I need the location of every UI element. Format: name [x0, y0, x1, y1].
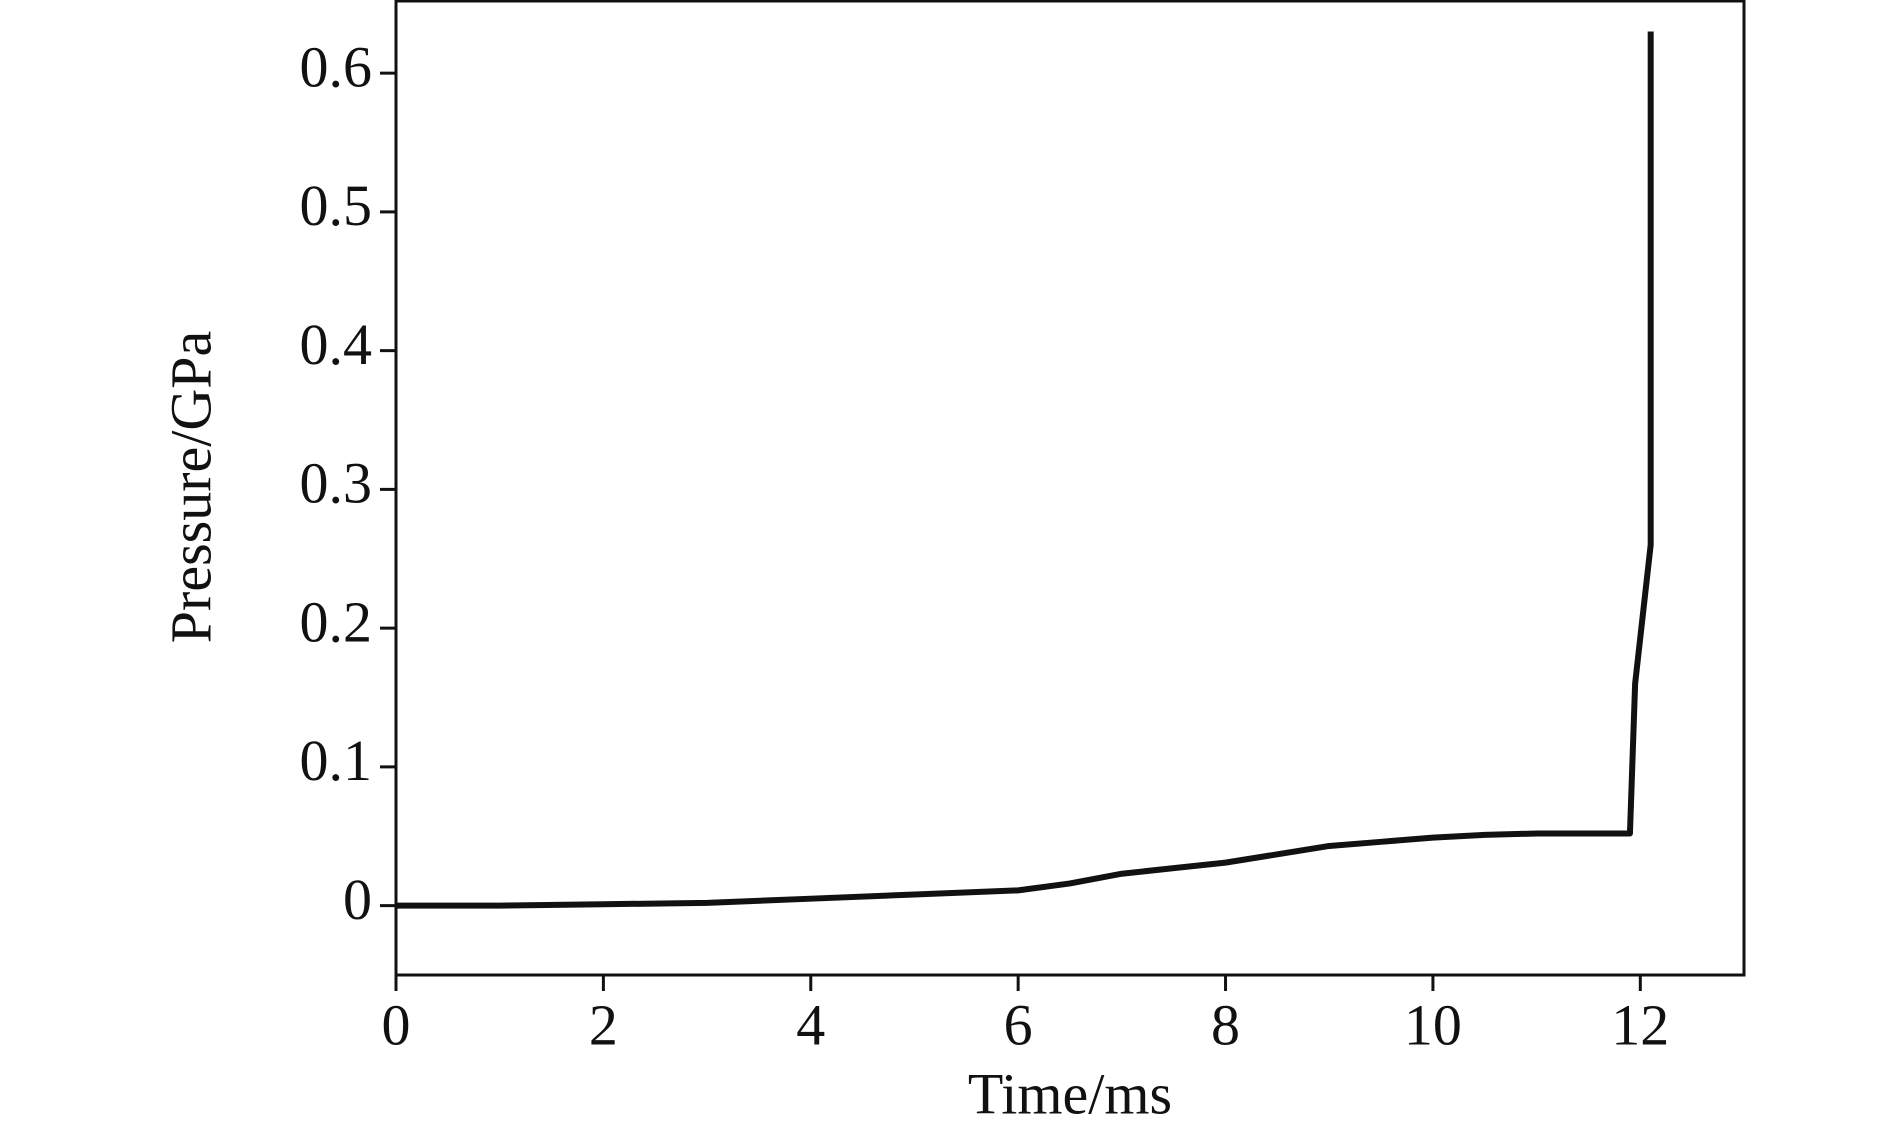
x-tick-label: 2	[589, 992, 618, 1057]
x-tick-label: 4	[796, 992, 825, 1057]
y-tick-label: 0.1	[300, 728, 373, 793]
y-tick-label: 0	[343, 867, 372, 932]
data-line	[396, 31, 1654, 909]
x-tick-label: 6	[1004, 992, 1033, 1057]
y-axis-label: Pressure/GPa	[158, 331, 223, 644]
x-tick-label: 10	[1404, 992, 1462, 1057]
x-tick-label: 0	[382, 992, 411, 1057]
y-tick-label: 0.6	[300, 34, 373, 99]
y-tick-label: 0.4	[300, 312, 373, 377]
x-tick-label: 12	[1611, 992, 1669, 1057]
plot-frame	[394, 0, 1746, 977]
x-axis-label: Time/ms	[968, 1061, 1172, 1126]
y-tick-label: 0.3	[300, 451, 373, 516]
x-tick-label: 8	[1211, 992, 1240, 1057]
y-tick-label: 0.5	[300, 173, 373, 238]
y-tick-label: 0.2	[300, 589, 373, 654]
